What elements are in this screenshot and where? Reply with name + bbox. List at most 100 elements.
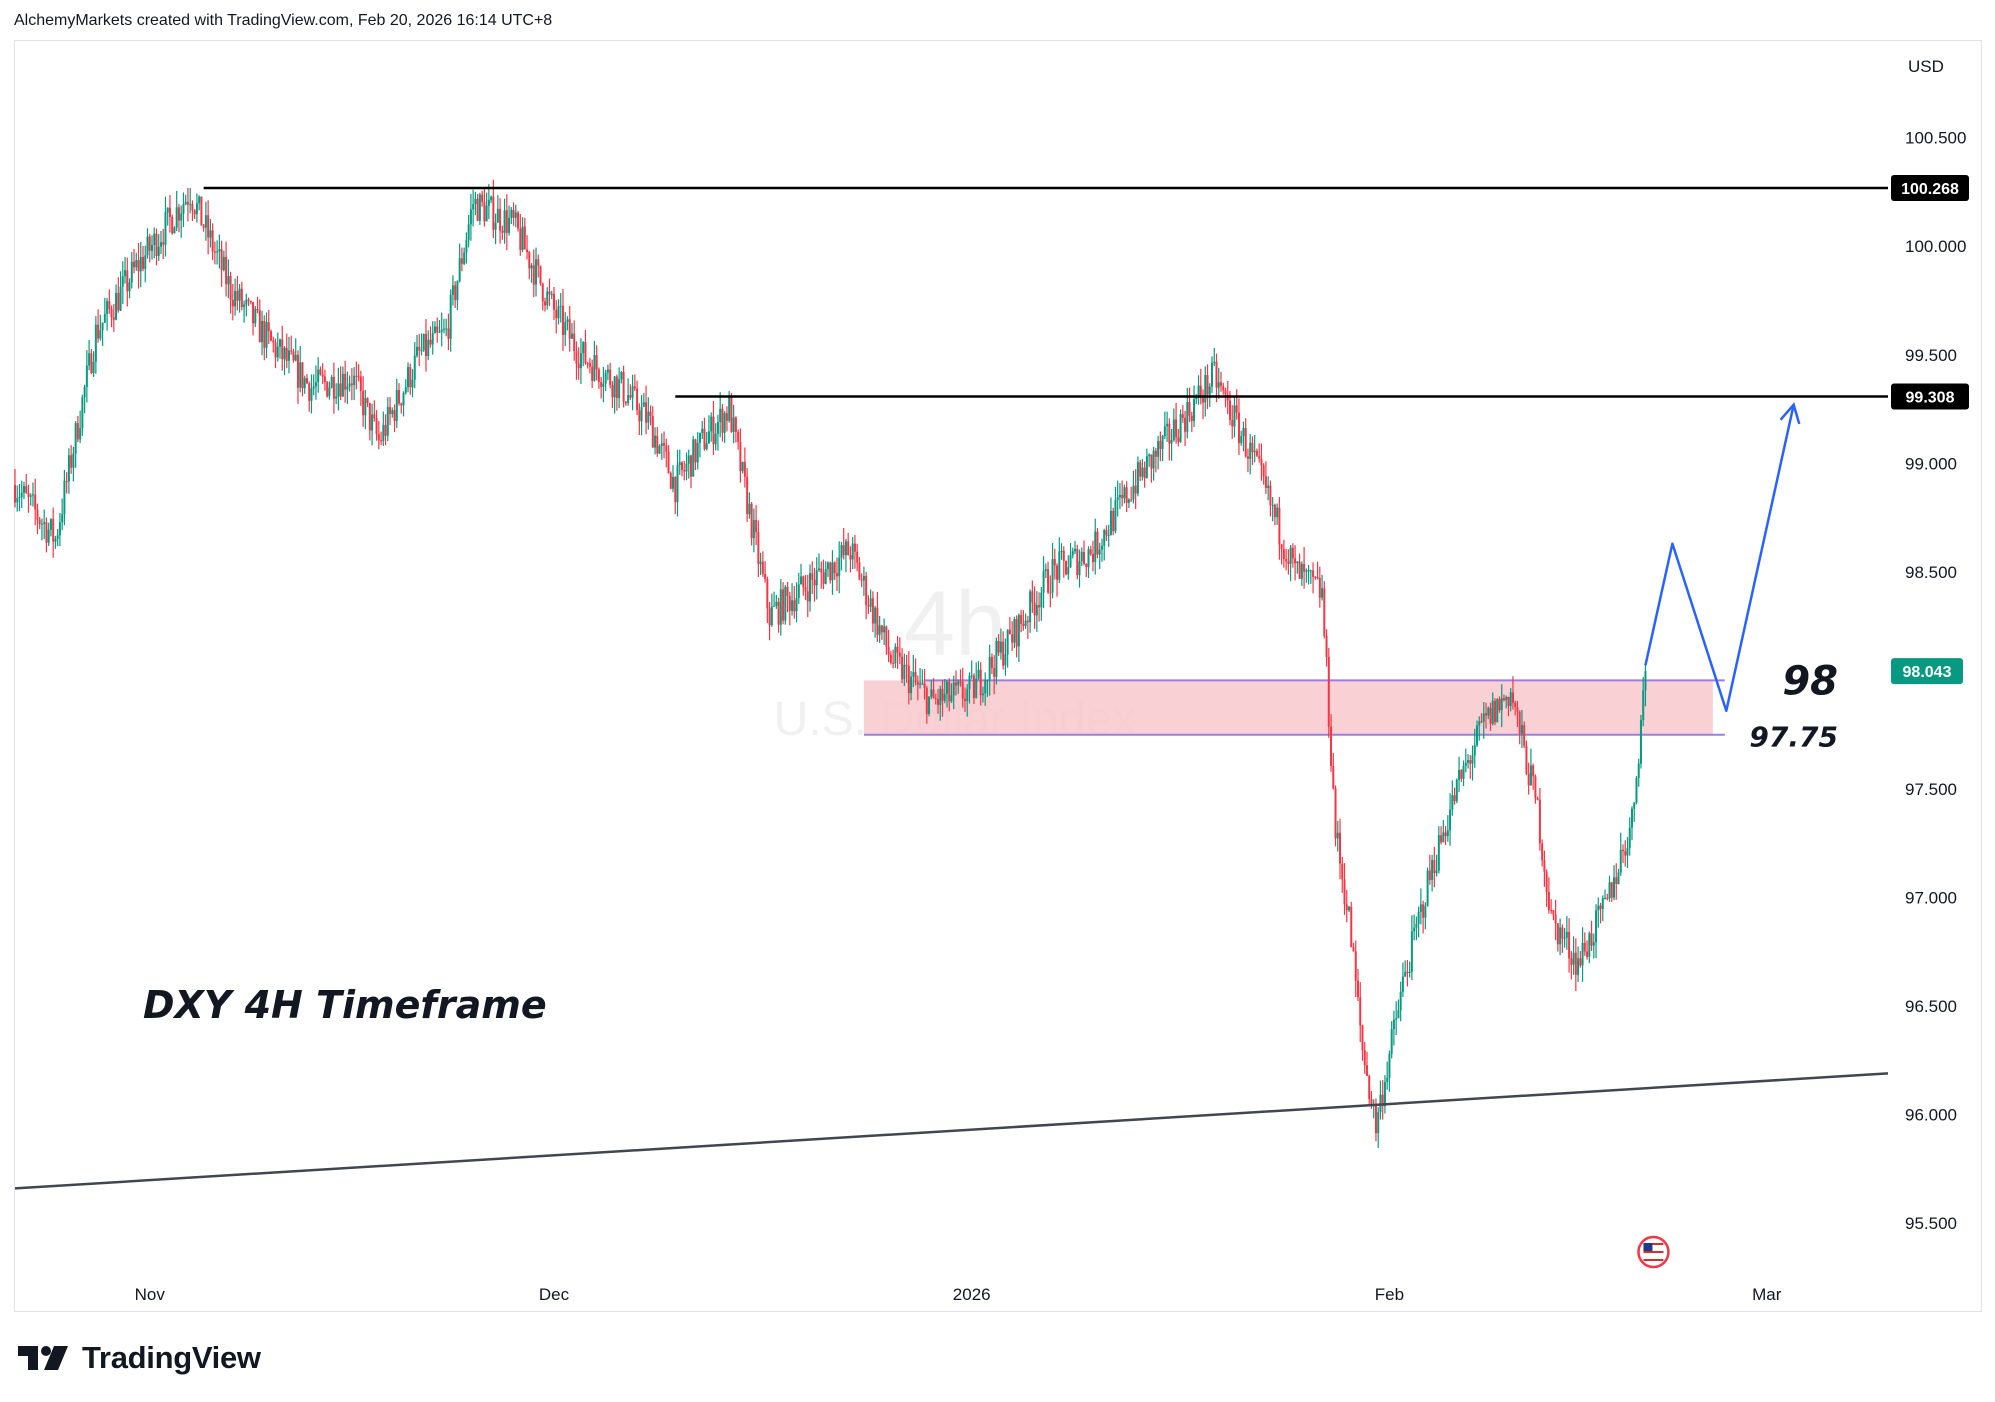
candle xyxy=(894,643,897,668)
price-tick-label[interactable]: 96.000 xyxy=(1905,1106,1957,1125)
candle xyxy=(90,348,93,375)
candle xyxy=(1440,826,1443,845)
candle xyxy=(328,381,331,400)
candle-body xyxy=(1323,588,1326,636)
candle xyxy=(795,582,798,623)
candle xyxy=(207,200,210,255)
candle xyxy=(1260,443,1263,481)
candle-body xyxy=(1377,1112,1380,1134)
price-tick-label[interactable]: 97.000 xyxy=(1905,889,1957,908)
candle-body xyxy=(485,205,488,222)
time-axis[interactable]: Nov Dec 2026 Feb Mar xyxy=(135,1285,1782,1304)
candle xyxy=(642,392,645,407)
zone-bottom-label: 97.75 xyxy=(1749,721,1838,754)
candle xyxy=(1523,721,1526,749)
time-tick-label[interactable]: Nov xyxy=(135,1285,166,1304)
price-tick-label[interactable]: 95.500 xyxy=(1905,1214,1957,1233)
candle-body xyxy=(582,342,585,354)
candle xyxy=(979,662,982,706)
candle-body xyxy=(1581,942,1584,966)
candle xyxy=(786,581,789,613)
price-chart[interactable]: 4h U.S. Dollar Index DXY 4H Timeframe 98… xyxy=(0,0,1995,1320)
candle xyxy=(624,401,627,406)
candle xyxy=(465,232,468,264)
ascending-trendline[interactable] xyxy=(14,1072,1889,1190)
candle-body xyxy=(209,230,212,238)
price-tick-label[interactable]: 98.500 xyxy=(1905,563,1957,582)
candle-body xyxy=(1639,720,1642,764)
candle xyxy=(366,397,369,408)
candle-body xyxy=(1148,454,1151,457)
candle-body xyxy=(784,586,787,621)
candle xyxy=(175,190,178,232)
candle xyxy=(252,301,255,336)
candle xyxy=(1507,696,1510,717)
projection-path[interactable] xyxy=(1644,402,1801,713)
candle-body xyxy=(928,696,931,715)
candle xyxy=(1581,927,1584,982)
candle-body xyxy=(1312,570,1315,577)
time-tick-label[interactable]: Mar xyxy=(1752,1285,1782,1304)
candle-body xyxy=(1107,535,1110,537)
candle xyxy=(433,321,436,334)
candle-body xyxy=(939,688,942,705)
projection-line[interactable] xyxy=(1644,404,1795,713)
candle xyxy=(568,305,571,352)
candle xyxy=(1172,408,1175,442)
candle xyxy=(1469,754,1472,779)
candle-body xyxy=(211,230,214,252)
candle-body xyxy=(1392,1019,1395,1030)
candle-body xyxy=(788,595,791,611)
candle xyxy=(375,410,378,441)
candle xyxy=(119,271,122,312)
candle-body xyxy=(94,324,97,362)
trendline[interactable] xyxy=(14,1072,1889,1190)
candle xyxy=(1561,924,1564,953)
candle xyxy=(1534,774,1537,804)
economic-event-marker[interactable] xyxy=(1637,1235,1670,1269)
candle-body xyxy=(651,416,654,448)
candle xyxy=(1276,503,1279,525)
price-tick-label[interactable]: 100.500 xyxy=(1905,129,1966,148)
price-tick-label[interactable]: 96.500 xyxy=(1905,997,1957,1016)
price-axis[interactable]: USD 100.500 100.000 99.500 99.000 98.500 97.5… xyxy=(1905,57,1966,1233)
candle-body xyxy=(1356,980,1359,998)
price-tick-label[interactable]: 97.500 xyxy=(1905,780,1957,799)
price-tick-label[interactable]: 99.000 xyxy=(1905,454,1957,473)
candle-body xyxy=(833,562,836,574)
time-tick-label[interactable]: Feb xyxy=(1375,1285,1404,1304)
candle xyxy=(99,314,102,341)
candle-body xyxy=(636,388,639,411)
candle xyxy=(784,585,787,625)
candle-body xyxy=(1482,713,1485,722)
candle-body xyxy=(1644,671,1647,691)
price-tick-label[interactable]: 99.500 xyxy=(1905,346,1957,365)
currency-label[interactable]: USD xyxy=(1908,57,1944,76)
time-tick-label[interactable]: 2026 xyxy=(953,1285,991,1304)
horizontal-levels[interactable] xyxy=(203,186,1888,398)
candle-body xyxy=(31,494,34,496)
candle-body xyxy=(465,239,468,253)
candle-body xyxy=(817,568,820,571)
candle xyxy=(602,366,605,403)
candle-body xyxy=(721,408,724,433)
candle-body xyxy=(290,350,293,352)
candle-body xyxy=(267,322,270,332)
candle-body xyxy=(1570,958,1573,965)
candle-body xyxy=(773,605,776,607)
time-tick-label[interactable]: Dec xyxy=(539,1285,570,1304)
candle-body xyxy=(1260,458,1263,466)
candle-body xyxy=(1345,904,1348,911)
candle xyxy=(1114,486,1117,534)
candle xyxy=(272,336,275,353)
candle-body xyxy=(1350,906,1353,948)
candle-body xyxy=(526,249,529,253)
candle-body xyxy=(941,688,944,701)
chart-frame[interactable] xyxy=(14,40,1982,1312)
candle-body xyxy=(1554,914,1557,924)
candle-body xyxy=(162,242,165,245)
candle-body xyxy=(1118,494,1121,498)
price-tick-label[interactable]: 100.000 xyxy=(1905,237,1966,256)
candle xyxy=(238,284,241,313)
candle-body xyxy=(1624,851,1627,856)
